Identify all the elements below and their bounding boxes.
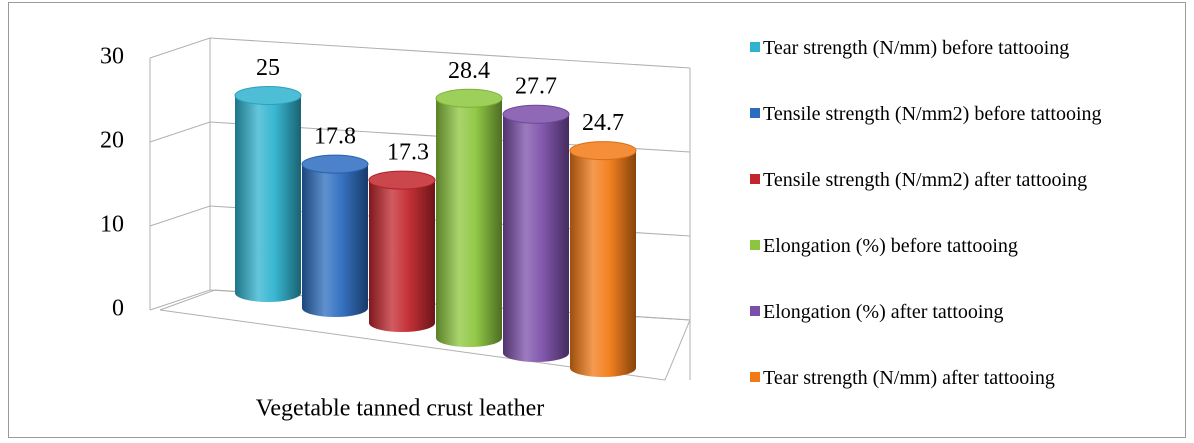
legend-label: Elongation (%) before tattooing: [763, 235, 1018, 257]
data-label: 28.4: [448, 58, 490, 84]
data-label: 24.7: [582, 110, 624, 136]
legend-entry: Tensile strength (N/mm2) after tattooing: [750, 167, 1155, 193]
legend-swatch: [750, 108, 760, 118]
y-tick-label: 20: [100, 128, 124, 154]
legend-entry: Elongation (%) after tattooing: [750, 299, 1155, 325]
legend-label: Tear strength (N/mm) after tattooing: [763, 367, 1055, 389]
data-label: 25: [256, 55, 280, 81]
bar-top: [301, 154, 369, 174]
y-tick-label: 10: [100, 212, 124, 238]
legend-entry: Elongation (%) before tattooing: [750, 233, 1155, 259]
legend-entry: Tear strength (N/mm) after tattooing: [750, 365, 1155, 391]
legend-label: Tear strength (N/mm) before tattooing: [763, 37, 1070, 59]
bar-top: [502, 104, 570, 124]
legend-swatch: [750, 306, 760, 316]
bar: [570, 150, 636, 368]
legend-swatch: [750, 372, 760, 382]
y-tick-label: 30: [100, 44, 124, 70]
bar-top: [368, 170, 436, 190]
data-label: 17.3: [387, 140, 429, 166]
legend-entry: Tensile strength (N/mm2) before tattooin…: [750, 101, 1155, 127]
bar-top: [435, 88, 503, 108]
legend-label: Elongation (%) after tattooing: [763, 301, 1004, 323]
bar: [436, 98, 502, 338]
grid-line: [149, 37, 691, 69]
legend-swatch: [750, 174, 760, 184]
data-label: 17.8: [314, 124, 356, 150]
legend-label: Tensile strength (N/mm2) before tattooin…: [763, 103, 1102, 125]
bar: [235, 95, 301, 293]
legend-entry: Tear strength (N/mm) before tattooing: [750, 35, 1155, 61]
legend-swatch: [750, 42, 760, 52]
x-axis-category: Vegetable tanned crust leather: [256, 396, 545, 422]
bar-top: [234, 86, 302, 105]
legend-swatch: [750, 240, 760, 250]
y-tick-label: 0: [112, 296, 124, 322]
bar-top: [569, 141, 637, 161]
legend-label: Tensile strength (N/mm2) after tattooing: [763, 169, 1088, 191]
chart-frame: [8, 2, 1186, 438]
bar: [503, 114, 569, 353]
data-label: 27.7: [515, 74, 557, 100]
bar: [302, 164, 368, 308]
bar: [369, 180, 435, 323]
